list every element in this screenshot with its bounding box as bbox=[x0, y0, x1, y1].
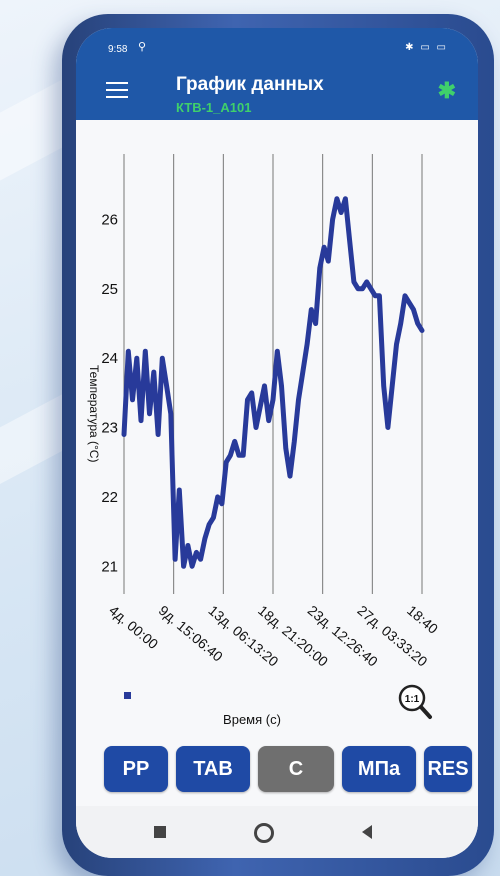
y-tick-label: 26 bbox=[101, 211, 118, 228]
y-tick-label: 25 bbox=[101, 281, 118, 298]
bluetooth-icon[interactable]: ✱ bbox=[437, 78, 456, 103]
hamburger-menu-icon[interactable] bbox=[106, 82, 128, 100]
legend-marker bbox=[124, 692, 131, 699]
status-bar: 9:58 ⚲ ✱ ▭ ▭ bbox=[76, 28, 478, 64]
recents-icon[interactable] bbox=[154, 826, 166, 838]
celsius-button[interactable]: C bbox=[258, 746, 334, 792]
y-tick-label: 22 bbox=[101, 489, 118, 506]
temperature-series-line bbox=[121, 196, 425, 569]
pp-button[interactable]: PP bbox=[104, 746, 168, 792]
phone-frame: 9:58 ⚲ ✱ ▭ ▭ График данных КТВ-1_А101 ✱ … bbox=[62, 14, 494, 876]
page-title: График данных bbox=[176, 74, 324, 95]
y-tick-label: 24 bbox=[101, 350, 118, 367]
home-icon[interactable] bbox=[254, 823, 274, 843]
tab-button[interactable]: TAB bbox=[176, 746, 250, 792]
location-icon: ⚲ bbox=[138, 41, 147, 53]
x-tick-label: 4д. 00:00 bbox=[106, 602, 161, 652]
status-time: 9:58 bbox=[108, 44, 128, 55]
zoom-reset-icon[interactable]: 1:1 bbox=[398, 684, 432, 719]
mpa-button[interactable]: МПа bbox=[342, 746, 416, 792]
zoom-reset-label: 1:1 bbox=[405, 694, 420, 705]
unit-button-row: PP TAB C МПа RES bbox=[76, 746, 478, 800]
app-bar: График данных КТВ-1_А101 ✱ bbox=[76, 64, 478, 120]
status-icons: ✱ ▭ ▭ bbox=[405, 42, 448, 53]
x-axis-label: Время (с) bbox=[223, 712, 281, 727]
x-tick-label: 18:40 bbox=[404, 602, 441, 637]
back-icon[interactable] bbox=[362, 825, 372, 839]
y-tick-label: 21 bbox=[101, 558, 118, 575]
system-nav-bar bbox=[76, 806, 478, 858]
device-name: КТВ-1_А101 bbox=[176, 100, 252, 115]
res-button[interactable]: RES bbox=[424, 746, 472, 792]
y-axis-label: Температура (°С) bbox=[87, 365, 101, 462]
chart-area: 21 22 23 24 25 26 4д. 00:00 9д. 15:06:40 13д. 0… bbox=[76, 120, 478, 748]
phone-screen: 9:58 ⚲ ✱ ▭ ▭ График данных КТВ-1_А101 ✱ … bbox=[76, 28, 478, 858]
y-tick-label: 23 bbox=[101, 420, 118, 437]
